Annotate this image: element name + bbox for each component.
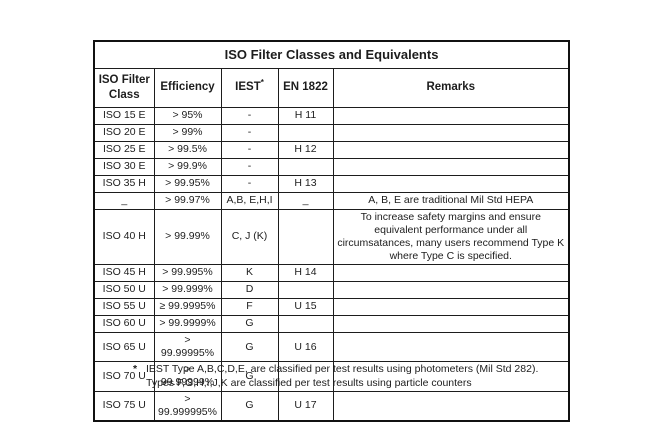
table-title: ISO Filter Classes and Equivalents <box>93 40 570 69</box>
table-cell: > 95% <box>153 106 222 125</box>
table-cell: ISO 55 U <box>93 298 155 316</box>
table-cell: ISO 45 H <box>93 264 155 282</box>
table-cell <box>332 106 570 125</box>
table-cell: > 99.5% <box>153 140 222 159</box>
table-cell: > 99.999995% <box>153 390 222 422</box>
table-cell <box>332 315 570 333</box>
table-cell: ISO 40 H <box>93 208 155 265</box>
table-cell: - <box>220 157 279 176</box>
table-cell <box>332 298 570 316</box>
table-cell: > 99.999% <box>153 281 222 299</box>
table-cell <box>277 123 334 142</box>
table-cell: > 99.9999% <box>153 315 222 333</box>
table-row: ISO 60 U > 99.9999% G <box>93 315 570 333</box>
table-cell <box>277 208 334 265</box>
table-cell: - <box>220 174 279 193</box>
column-header-iso-filter-class: ISO Filter Class <box>93 67 155 108</box>
table-cell: > 99.97% <box>153 191 222 210</box>
table-cell: ISO 15 E <box>93 106 155 125</box>
table-cell: ISO 60 U <box>93 315 155 333</box>
table-cell: H 12 <box>277 140 334 159</box>
table-body: ISO Filter Classes and Equivalents ISO Fi… <box>93 40 570 422</box>
table-cell: > 99.995% <box>153 264 222 282</box>
table-cell: U 16 <box>277 331 334 363</box>
table-cell: > 99.95% <box>153 174 222 193</box>
table-row: ISO 15 E > 95% - H 11 <box>93 106 570 125</box>
table-cell <box>332 281 570 299</box>
table-row: ISO 70 U > 99.99999% G <box>93 361 570 392</box>
table-row: ISO 20 E > 99% - <box>93 123 570 142</box>
table-cell <box>332 140 570 159</box>
table-row: ISO 50 U > 99.999% D <box>93 281 570 299</box>
table-row: ISO 30 E > 99.9% - <box>93 157 570 176</box>
footnote-marker: * <box>133 363 138 375</box>
table-cell: ≥ 99.9995% <box>153 298 222 316</box>
table-cell: > 99% <box>153 123 222 142</box>
table-cell <box>277 315 334 333</box>
table-cell <box>277 361 334 392</box>
table-cell: ISO 75 U <box>93 390 155 422</box>
table-cell: ISO 35 H <box>93 174 155 193</box>
footnote-text: IEST Type A,B,C,D,E, are classified per … <box>146 363 539 390</box>
table-cell: U 17 <box>277 390 334 422</box>
table-row: ISO 40 H > 99.99% C, J (K) To increase safe… <box>93 208 570 265</box>
column-header-efficiency: Efficiency <box>153 67 222 108</box>
column-header-iest: IEST* <box>220 67 279 108</box>
table-cell: H 14 <box>277 264 334 282</box>
table-cell: G <box>220 390 279 422</box>
table-cell: - <box>220 123 279 142</box>
table-cell: A, B, E are traditional Mil Std HEPA <box>332 191 570 210</box>
iso-filter-table: ISO Filter Classes and Equivalents ISO Fi… <box>93 40 571 422</box>
table-cell <box>332 174 570 193</box>
table-row: ISO 65 U > 99.99995% G U 16 <box>93 331 570 363</box>
table-cell: To increase safety margins and ensure eq… <box>332 208 570 265</box>
table-cell: ISO 70 U <box>93 361 155 392</box>
table-cell <box>332 123 570 142</box>
table-cell: > 99.99% <box>153 208 222 265</box>
table-row: ISO 55 U ≥ 99.9995% F U 15 <box>93 298 570 316</box>
table-cell <box>277 157 334 176</box>
table-cell <box>277 281 334 299</box>
table-cell <box>332 331 570 363</box>
column-header-remarks: Remarks <box>332 67 570 108</box>
table-cell: ISO 50 U <box>93 281 155 299</box>
table-cell: K <box>220 264 279 282</box>
table-cell: - <box>220 140 279 159</box>
table-cell <box>332 157 570 176</box>
table-cell: - <box>220 106 279 125</box>
footnote: * IEST Type A,B,C,D,E, are classified pe… <box>133 362 553 390</box>
table-cell <box>332 390 570 422</box>
table-cell: > 99.99999% <box>153 361 222 392</box>
table-cell: ISO 30 E <box>93 157 155 176</box>
table-row: ISO 45 H > 99.995% K H 14 <box>93 264 570 282</box>
table-row: _ > 99.97% A,B, E,H,I _ A, B, E are traditio… <box>93 191 570 210</box>
table-row: ISO 35 H > 99.95% - H 13 <box>93 174 570 193</box>
table-cell: U 15 <box>277 298 334 316</box>
table-cell: G <box>220 331 279 363</box>
table-cell: > 99.9% <box>153 157 222 176</box>
table-cell: F <box>220 298 279 316</box>
table-cell: ISO 65 U <box>93 331 155 363</box>
table-row: ISO 25 E > 99.5% - H 12 <box>93 140 570 159</box>
table-cell: > 99.99995% <box>153 331 222 363</box>
table-cell: ISO 20 E <box>93 123 155 142</box>
table-cell: ISO 25 E <box>93 140 155 159</box>
table-cell: A,B, E,H,I <box>220 191 279 210</box>
table-cell <box>332 361 570 392</box>
table-cell: _ <box>277 191 334 210</box>
table-row: ISO 75 U > 99.999995% G U 17 <box>93 390 570 422</box>
table-cell: C, J (K) <box>220 208 279 265</box>
table-cell: H 13 <box>277 174 334 193</box>
table-cell: H 11 <box>277 106 334 125</box>
table-cell: D <box>220 281 279 299</box>
table-cell: _ <box>93 191 155 210</box>
column-header-en-1822: EN 1822 <box>277 67 334 108</box>
table-cell <box>332 264 570 282</box>
table-cell: G <box>220 315 279 333</box>
header-superscript: * <box>260 78 264 88</box>
